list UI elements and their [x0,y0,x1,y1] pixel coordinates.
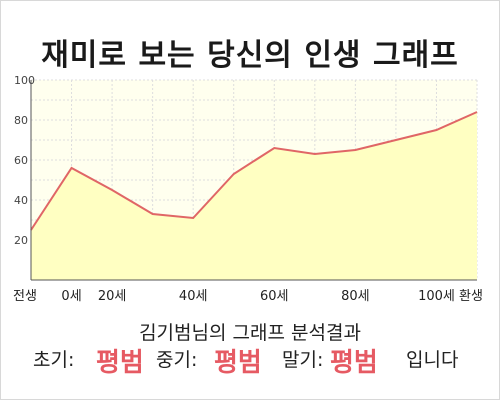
series-line [30,111,478,231]
x-tick-label: 환생 [459,289,483,304]
x-tick-label: 60세 [260,289,289,304]
ending-text: 입니다 [406,349,459,371]
y-tick-label: 100 [14,74,35,87]
x-tick-label: 전생 [13,289,37,304]
chart-title: 재미로 보는 당신의 인생 그래프 [41,38,459,73]
middle-label: 중기: [156,349,198,371]
x-tick-labels: 전생 0세 20세 40세 60세 80세 100세 환생 [13,289,483,304]
y-tick-label: 20 [14,234,28,247]
y-tick-labels: 20 40 60 80 100 [14,74,35,247]
y-tick-label: 60 [14,154,28,167]
x-tick-label: 100세 [418,289,455,304]
x-tick-label: 20세 [98,289,127,304]
y-tick-label: 80 [14,114,28,127]
early-label: 초기: [33,349,75,371]
x-tick-label: 0세 [61,289,81,304]
y-tick-label: 40 [14,194,28,207]
middle-value: 평범 [214,348,262,378]
result-heading: 김기범님의 그래프 분석결과 [139,322,361,344]
early-value: 평범 [96,348,144,378]
x-tick-label: 80세 [341,289,370,304]
area-fill [31,112,477,280]
late-label: 말기: [282,349,324,371]
late-value: 평범 [330,348,378,378]
x-tick-label: 40세 [179,289,208,304]
